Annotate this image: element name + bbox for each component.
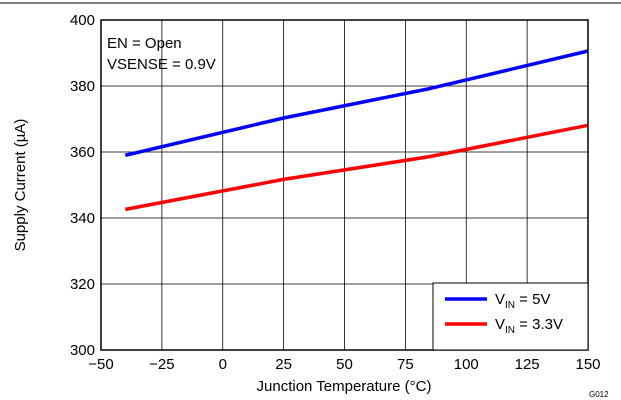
x-tick-label: 0	[219, 356, 227, 373]
x-tick-label: 75	[397, 356, 414, 373]
y-tick-label: 300	[70, 342, 95, 359]
x-tick-label: 50	[336, 356, 353, 373]
series-lines	[124, 49, 589, 212]
x-tick-label: 125	[515, 356, 540, 373]
legend-label-0: VIN = 5V	[495, 291, 550, 311]
grid	[101, 20, 588, 350]
x-tick-label: −25	[149, 356, 174, 373]
y-tick-labels: 300 320 340 360 380 400	[70, 12, 95, 359]
y-tick-label: 400	[70, 12, 95, 29]
x-tick-label: 100	[454, 356, 479, 373]
annotation-vsense: VSENSE = 0.9V	[107, 56, 216, 73]
legend-label-1: VIN = 3.3V	[495, 316, 563, 336]
y-tick-label: 360	[70, 144, 95, 161]
legend: VIN = 5V VIN = 3.3V	[432, 282, 589, 351]
x-tick-label: −50	[88, 356, 113, 373]
x-tick-labels: −50 −25 0 25 50 75 100 125 150	[88, 356, 600, 373]
plot-frame	[100, 19, 589, 351]
legend-box	[432, 282, 589, 351]
x-axis-label: Junction Temperature (°C)	[257, 378, 432, 395]
annotation-en: EN = Open	[107, 35, 182, 52]
figure-id: G012	[589, 390, 609, 399]
y-axis-label: Supply Current (µA)	[12, 119, 29, 252]
series-line-0	[124, 49, 589, 158]
y-tick-label: 320	[70, 276, 95, 293]
x-tick-label: 150	[575, 356, 600, 373]
series-line-1	[124, 123, 589, 212]
y-tick-label: 340	[70, 210, 95, 227]
y-tick-label: 380	[70, 78, 95, 95]
x-tick-label: 25	[275, 356, 292, 373]
